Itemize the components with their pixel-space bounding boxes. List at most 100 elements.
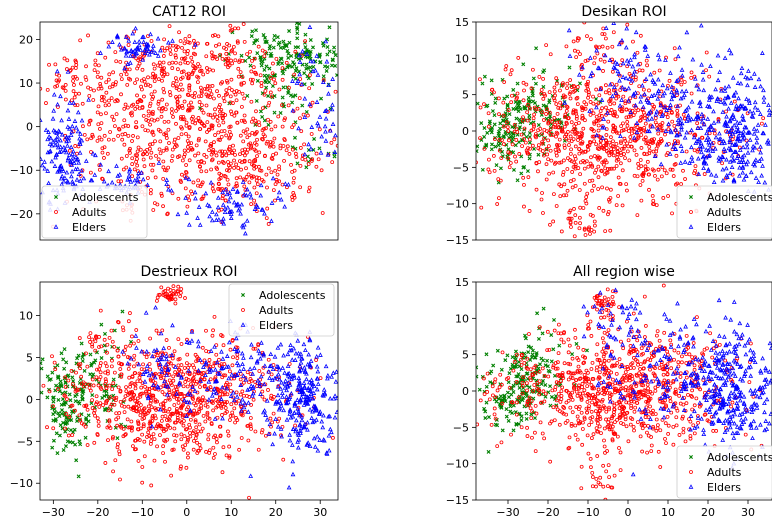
- data-point: [106, 152, 109, 155]
- data-point: [59, 145, 62, 148]
- data-point: [169, 94, 172, 97]
- data-point: [579, 222, 582, 225]
- data-point: [609, 188, 612, 191]
- data-point: [690, 71, 693, 74]
- chart-title: CAT12 ROI: [152, 4, 226, 20]
- data-point: [74, 67, 77, 70]
- data-point: [599, 110, 602, 113]
- data-point: [639, 158, 642, 161]
- data-point: [310, 125, 313, 128]
- data-point: [144, 150, 147, 153]
- data-point: [255, 155, 258, 158]
- data-point: [194, 197, 197, 200]
- data-point: [107, 45, 110, 48]
- data-point: [532, 147, 535, 150]
- data-point: [114, 459, 117, 462]
- data-point: [542, 77, 545, 80]
- data-point: [712, 180, 715, 183]
- data-point: [88, 123, 91, 126]
- data-point: [752, 111, 755, 114]
- data-point: [495, 164, 498, 167]
- data-point: [543, 128, 546, 131]
- data-point: [150, 406, 153, 409]
- data-point: [83, 369, 86, 372]
- data-point: [257, 448, 260, 451]
- data-point: [211, 210, 214, 213]
- data-point: [630, 132, 633, 135]
- data-point: [215, 213, 218, 216]
- data-point: [163, 91, 166, 94]
- data-point: [155, 154, 158, 157]
- data-point: [263, 93, 266, 96]
- data-point: [725, 158, 728, 161]
- data-point: [206, 203, 209, 206]
- data-point: [124, 54, 127, 57]
- data-point: [65, 361, 68, 364]
- data-point: [83, 133, 86, 136]
- data-point: [482, 103, 485, 106]
- data-point: [640, 146, 643, 149]
- data-point: [532, 117, 535, 120]
- data-point: [333, 155, 336, 158]
- data-point: [221, 357, 224, 360]
- data-point: [727, 107, 730, 110]
- data-point: [587, 165, 590, 168]
- chart-title: All region wise: [573, 264, 675, 280]
- data-point: [141, 372, 144, 375]
- data-point: [604, 37, 607, 40]
- data-point: [98, 405, 101, 408]
- data-point: [315, 152, 318, 155]
- data-point: [261, 390, 264, 393]
- data-point: [334, 380, 337, 383]
- data-point: [296, 162, 299, 165]
- data-point: [99, 51, 102, 54]
- data-point: [177, 285, 180, 288]
- data-point: [637, 63, 640, 66]
- data-point: [176, 68, 179, 71]
- data-point: [333, 416, 336, 419]
- data-point: [672, 175, 675, 178]
- data-point: [257, 165, 260, 168]
- data-point: [593, 220, 596, 223]
- data-point: [205, 170, 208, 173]
- data-point: [158, 434, 161, 437]
- data-point: [516, 179, 519, 182]
- data-point: [90, 402, 93, 405]
- data-point: [208, 358, 211, 361]
- data-point: [216, 115, 219, 118]
- data-point: [626, 124, 629, 127]
- data-point: [309, 38, 312, 41]
- data-point: [249, 474, 252, 477]
- data-point: [480, 206, 483, 209]
- data-point: [247, 401, 250, 404]
- data-point: [271, 177, 274, 180]
- data-point: [318, 147, 321, 150]
- data-point: [538, 161, 541, 164]
- data-point: [598, 94, 601, 97]
- data-point: [114, 51, 117, 54]
- data-point: [163, 120, 166, 123]
- data-point: [147, 110, 150, 113]
- data-point: [760, 122, 763, 125]
- data-point: [582, 76, 585, 79]
- data-point: [303, 72, 306, 75]
- data-point: [728, 48, 731, 51]
- data-point: [549, 115, 552, 118]
- data-point: [291, 473, 294, 476]
- data-point: [95, 395, 98, 398]
- data-point: [243, 223, 246, 226]
- data-point: [239, 372, 242, 375]
- data-point: [637, 166, 640, 169]
- data-point: [549, 53, 552, 56]
- data-point: [70, 175, 73, 178]
- data-point: [487, 125, 490, 128]
- data-point: [307, 353, 310, 356]
- data-point: [631, 40, 634, 43]
- data-point: [546, 153, 549, 156]
- data-point: [487, 112, 490, 115]
- data-point: [307, 190, 310, 193]
- data-point: [206, 84, 209, 87]
- data-point: [246, 371, 249, 374]
- data-point: [137, 171, 140, 174]
